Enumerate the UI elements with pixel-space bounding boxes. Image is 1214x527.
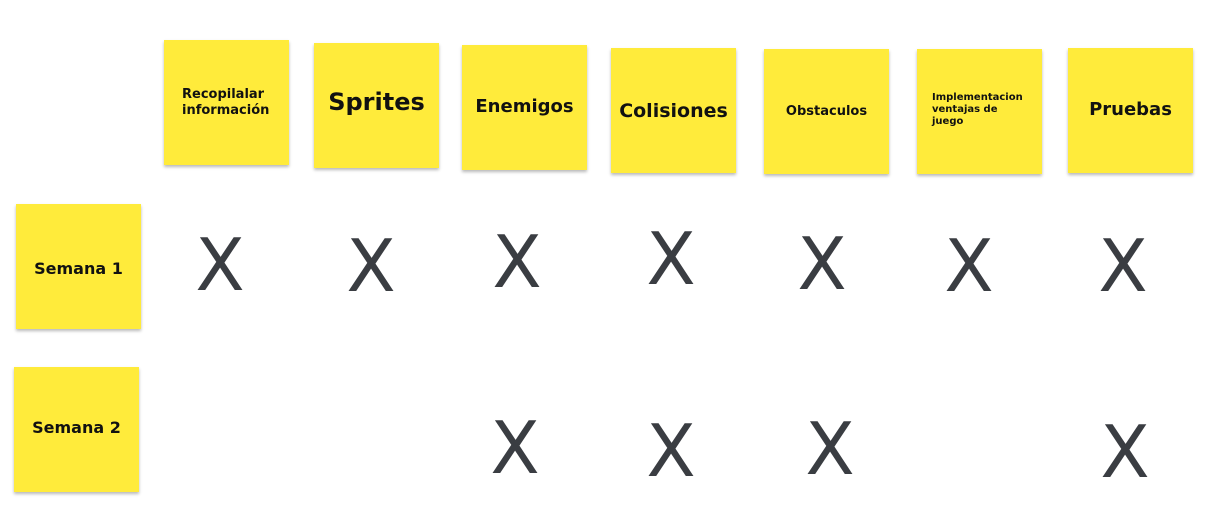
row-note-semana-1: Semana 1: [16, 204, 141, 329]
mark-semana-1-obstaculos: X: [797, 222, 847, 306]
column-label-pruebas: Pruebas: [1089, 99, 1172, 120]
column-note-enemigos: Enemigos: [462, 45, 587, 170]
column-label-ventajas: Implementacion ventajas de juego: [932, 91, 1023, 127]
column-label-enemigos: Enemigos: [475, 96, 574, 117]
row-label-semana-2: Semana 2: [32, 417, 121, 437]
mark-semana-1-recopilar: X: [195, 223, 245, 307]
column-label-sprites: Sprites: [328, 87, 425, 116]
mark-semana-1-sprites: X: [346, 224, 396, 308]
mark-semana-2-pruebas: X: [1100, 410, 1150, 494]
column-label-obstaculos: Obstaculos: [785, 104, 868, 119]
column-note-obstaculos: Obstaculos: [764, 49, 889, 174]
column-label-recopilar: Recopilalar información: [182, 86, 270, 118]
column-note-pruebas: Pruebas: [1068, 48, 1193, 173]
mark-semana-2-colisiones: X: [646, 409, 696, 493]
mark-semana-1-ventajas: X: [944, 224, 994, 308]
mark-semana-1-pruebas: X: [1098, 224, 1148, 308]
column-note-recopilar: Recopilalar información: [164, 40, 289, 165]
column-label-colisiones: Colisiones: [619, 99, 728, 122]
mark-semana-1-enemigos: X: [492, 220, 542, 304]
column-note-colisiones: Colisiones: [611, 48, 736, 173]
column-note-sprites: Sprites: [314, 43, 439, 168]
column-note-ventajas: Implementacion ventajas de juego: [917, 49, 1042, 174]
row-note-semana-2: Semana 2: [14, 367, 139, 492]
row-label-semana-1: Semana 1: [34, 259, 123, 278]
mark-semana-1-colisiones: X: [646, 217, 696, 301]
mark-semana-2-enemigos: X: [490, 406, 540, 490]
mark-semana-2-obstaculos: X: [805, 407, 855, 491]
